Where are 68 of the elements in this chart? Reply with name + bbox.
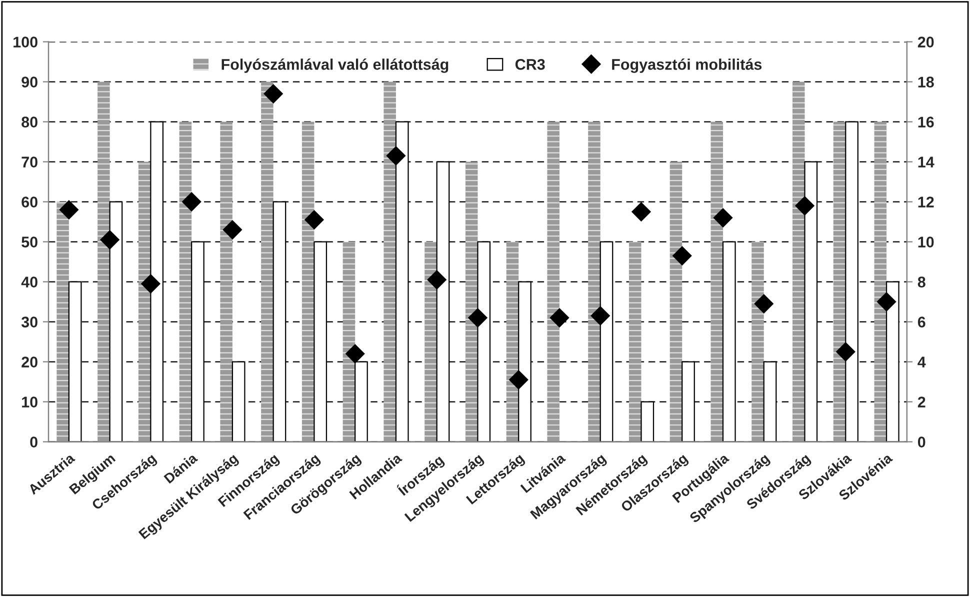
point <box>182 192 202 212</box>
y2-tick-label: 8 <box>918 276 926 288</box>
point <box>672 246 692 266</box>
y2-tick-label: 10 <box>918 236 934 248</box>
bar <box>547 122 560 442</box>
bar <box>628 242 642 442</box>
bar <box>56 202 69 442</box>
y-tick-label: 100 <box>14 36 38 48</box>
y2-tick-label: 12 <box>918 196 934 208</box>
bar <box>220 122 232 442</box>
y2-tick-label: 0 <box>918 436 926 448</box>
bar <box>588 122 600 442</box>
point <box>550 308 570 328</box>
bar <box>232 361 246 442</box>
y2-tick-label: 6 <box>918 316 926 328</box>
bar <box>98 82 110 442</box>
point <box>713 208 733 228</box>
point <box>427 270 446 290</box>
bar <box>833 122 846 442</box>
y-tick-label: 70 <box>22 156 38 168</box>
y2-tick-label: 18 <box>918 76 934 88</box>
legend-label: Fogyasztói mobilitás <box>612 58 762 73</box>
point <box>386 146 406 166</box>
bar <box>506 242 519 442</box>
bar <box>792 82 805 442</box>
y-tick-label: 0 <box>30 436 38 448</box>
y-tick-label: 20 <box>22 356 38 368</box>
point <box>59 200 78 220</box>
point <box>795 196 814 216</box>
point <box>590 306 610 326</box>
point <box>876 292 896 312</box>
bar <box>465 162 478 442</box>
bar <box>710 122 723 442</box>
point <box>264 84 283 104</box>
point <box>754 294 774 314</box>
bar <box>138 162 151 442</box>
legend-label: CR3 <box>515 59 545 70</box>
point <box>100 230 120 250</box>
y2-tick-label: 14 <box>918 156 934 168</box>
legend-label: Folyószámlával való ellátottság <box>222 58 448 73</box>
point <box>222 220 242 240</box>
bar <box>384 82 396 442</box>
y-tick-label: 10 <box>22 396 38 408</box>
bar <box>752 242 764 442</box>
point <box>346 344 365 364</box>
point <box>509 370 528 390</box>
bar <box>874 122 887 442</box>
bar <box>179 122 192 442</box>
y-tick-label: 60 <box>22 196 38 208</box>
y-tick-label: 80 <box>22 116 38 128</box>
y-tick-label: 40 <box>21 276 38 288</box>
bar <box>302 122 314 442</box>
point <box>141 274 160 294</box>
y2-tick-label: 2 <box>918 396 926 408</box>
bar <box>424 242 437 442</box>
y-tick-label: 30 <box>21 316 38 328</box>
bar <box>342 242 356 442</box>
point <box>304 210 324 230</box>
point <box>836 342 856 362</box>
y2-tick-label: 16 <box>918 116 934 128</box>
bar <box>670 162 682 442</box>
y-tick-label: 90 <box>22 76 38 88</box>
bar <box>261 82 274 442</box>
y2-tick-label: 20 <box>918 36 934 48</box>
point <box>632 202 651 222</box>
point <box>468 308 488 328</box>
y-tick-label: 50 <box>22 236 38 248</box>
y2-tick-label: 4 <box>918 356 926 368</box>
